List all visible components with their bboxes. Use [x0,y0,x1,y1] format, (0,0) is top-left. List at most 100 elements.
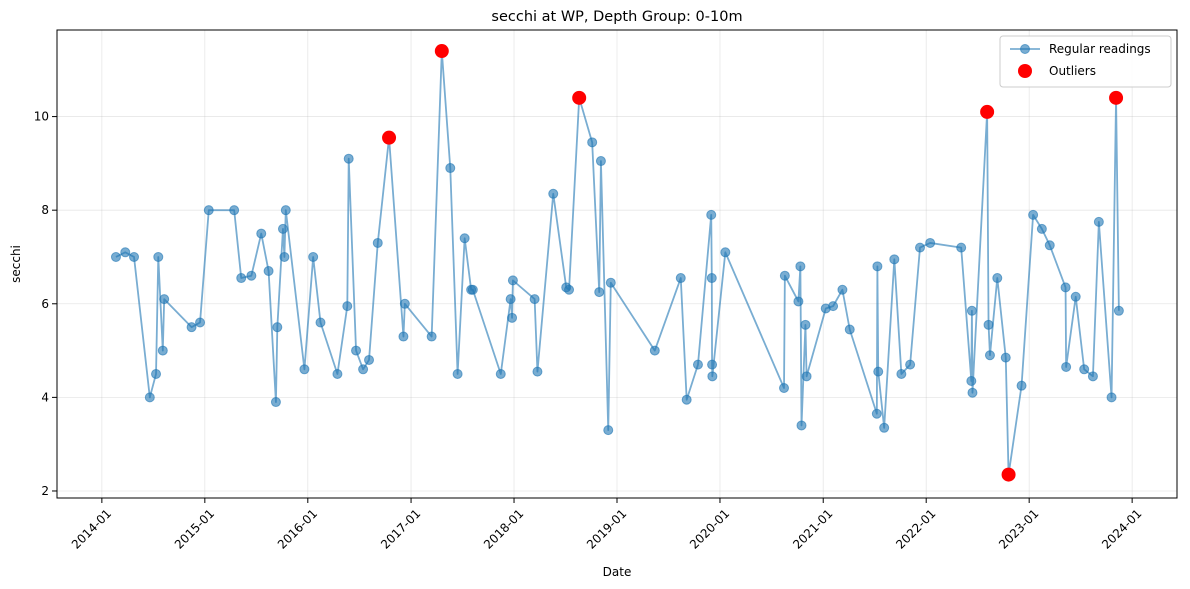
regular-reading-point [681,394,692,405]
regular-reading-point [779,383,790,394]
regular-reading-point [1070,291,1081,302]
regular-reading-point [351,345,362,356]
regular-reading-point [299,364,310,375]
y-tick-label: 2 [41,484,49,498]
regular-reading-point [795,261,806,272]
regular-reading-point [358,364,369,375]
regular-reading-point [1016,380,1027,391]
regular-reading-point [800,319,811,330]
y-tick-label: 8 [41,203,49,217]
regular-reading-point [828,301,839,312]
regular-reading-point [159,294,170,305]
regular-reading-point [956,242,967,253]
legend-label-outlier: Outliers [1049,64,1096,78]
outlier-point [1001,467,1016,482]
regular-reading-point [263,266,274,277]
regular-reading-point [925,237,936,248]
regular-reading-point [120,247,131,258]
regular-reading-point [505,294,516,305]
regular-reading-point [236,273,247,284]
regular-reading-point [984,350,995,361]
regular-reading-point [153,251,164,262]
regular-reading-point [151,368,162,379]
regular-reading-point [229,205,240,216]
regular-reading-point [564,284,575,295]
regular-reading-point [1000,352,1011,363]
regular-reading-point [256,228,267,239]
regular-reading-point [966,305,977,316]
outlier-group [382,44,1124,482]
regular-reading-point [203,205,214,216]
legend: Regular readings Outliers [999,35,1172,88]
regular-reading-point [280,205,291,216]
regular-reading-point [1106,392,1117,403]
outlier-point [572,90,587,105]
regular-reading-point [914,242,925,253]
regular-reading-point [308,251,319,262]
marker-group [110,46,1124,480]
regular-reading-point [452,368,463,379]
y-tick-label: 4 [41,390,49,404]
legend-box [999,35,1172,88]
regular-reading-point [144,392,155,403]
y-tick-label: 10 [34,110,49,124]
regular-reading-point [495,368,506,379]
regular-reading-point [796,420,807,431]
regular-reading-point [342,301,353,312]
legend-label-regular: Regular readings [1049,42,1151,56]
regular-reading-point [1079,364,1090,375]
regular-reading-point [587,137,598,148]
regular-reading-point [983,319,994,330]
regular-reading-point [372,237,383,248]
regular-reading-point [343,153,354,164]
regular-reading-point [675,273,686,284]
regular-reading-point [129,251,140,262]
regular-reading-point [507,275,518,286]
regular-reading-point [595,156,606,167]
regular-reading-point [186,322,197,333]
regular-reading-point [889,254,900,265]
regular-reading-point [837,284,848,295]
regular-reading-point [1093,216,1104,227]
regular-reading-point [992,273,1003,284]
regular-reading-point [801,371,812,382]
legend-marker-regular [1020,44,1030,54]
regular-reading-point [603,425,614,436]
regular-reading-point [157,345,168,356]
regular-reading-point [779,270,790,281]
regular-reading-point [426,331,437,342]
regular-reading-point [529,294,540,305]
regular-reading-point [548,188,559,199]
regular-reading-point [279,251,290,262]
regular-reading-point [467,284,478,295]
chart-title: secchi at WP, Depth Group: 0-10m [491,9,742,25]
y-ticks: 2 4 6 8 10 [34,110,57,498]
regular-reading-point [532,366,543,377]
outlier-point [382,130,397,145]
regular-readings-line [115,50,1120,476]
regular-reading-point [110,251,121,262]
regular-reading-point [398,331,409,342]
regular-reading-point [272,322,283,333]
regular-reading-point [649,345,660,356]
regular-reading-point [707,359,718,370]
regular-reading-point [1060,282,1071,293]
regular-reading-point [507,312,518,323]
regular-reading-point [879,422,890,433]
regular-reading-point [706,209,717,220]
regular-reading-point [1036,223,1047,234]
regular-reading-point [1044,240,1055,251]
regular-reading-point [1028,209,1039,220]
regular-reading-point [459,233,470,244]
x-axis-label: Date [603,565,632,579]
regular-reading-point [871,408,882,419]
regular-reading-point [605,277,616,288]
regular-reading-point [277,223,288,234]
regular-reading-point [399,298,410,309]
regular-reading-point [1113,305,1124,316]
regular-reading-point [872,261,883,272]
regular-reading-point [195,317,206,328]
regular-reading-point [364,354,375,365]
regular-reading-point [707,371,718,382]
